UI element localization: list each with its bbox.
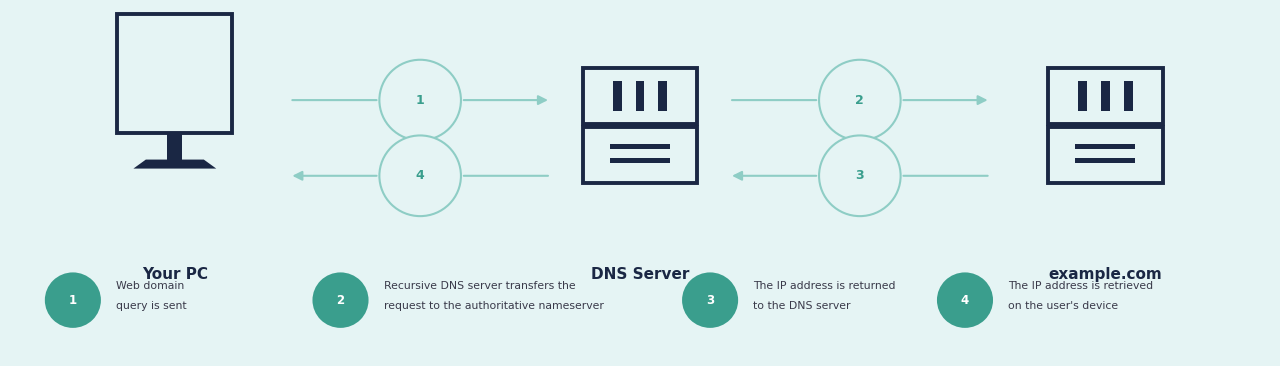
Text: query is sent: query is sent xyxy=(116,301,187,311)
Text: Your PC: Your PC xyxy=(142,268,207,283)
FancyBboxPatch shape xyxy=(636,81,644,111)
Text: 4: 4 xyxy=(416,169,425,182)
Text: request to the authoritative nameserver: request to the authoritative nameserver xyxy=(384,301,604,311)
Ellipse shape xyxy=(379,60,461,141)
Text: to the DNS server: to the DNS server xyxy=(754,301,851,311)
Ellipse shape xyxy=(937,272,993,328)
FancyBboxPatch shape xyxy=(1078,81,1087,111)
FancyBboxPatch shape xyxy=(1048,68,1162,124)
FancyBboxPatch shape xyxy=(1075,158,1135,164)
Text: 2: 2 xyxy=(855,94,864,107)
Text: 1: 1 xyxy=(416,94,425,107)
Ellipse shape xyxy=(45,272,101,328)
FancyBboxPatch shape xyxy=(118,14,232,132)
Text: example.com: example.com xyxy=(1048,268,1162,283)
FancyBboxPatch shape xyxy=(1075,145,1135,149)
FancyBboxPatch shape xyxy=(582,68,698,124)
FancyBboxPatch shape xyxy=(611,158,669,164)
FancyBboxPatch shape xyxy=(582,127,698,183)
Text: on the user's device: on the user's device xyxy=(1009,301,1119,311)
FancyBboxPatch shape xyxy=(1124,81,1133,111)
Text: 1: 1 xyxy=(69,294,77,307)
Ellipse shape xyxy=(819,135,901,216)
Ellipse shape xyxy=(819,60,901,141)
Text: The IP address is returned: The IP address is returned xyxy=(754,281,896,291)
FancyBboxPatch shape xyxy=(658,81,667,111)
Ellipse shape xyxy=(312,272,369,328)
FancyBboxPatch shape xyxy=(168,132,183,160)
Text: The IP address is retrieved: The IP address is retrieved xyxy=(1009,281,1153,291)
Text: 3: 3 xyxy=(855,169,864,182)
Text: DNS Server: DNS Server xyxy=(591,268,689,283)
Text: 4: 4 xyxy=(961,294,969,307)
Text: Web domain: Web domain xyxy=(116,281,184,291)
FancyBboxPatch shape xyxy=(613,81,622,111)
Text: 2: 2 xyxy=(337,294,344,307)
Ellipse shape xyxy=(379,135,461,216)
Polygon shape xyxy=(133,160,216,169)
FancyBboxPatch shape xyxy=(1048,127,1162,183)
FancyBboxPatch shape xyxy=(1101,81,1110,111)
Text: Recursive DNS server transfers the: Recursive DNS server transfers the xyxy=(384,281,576,291)
Ellipse shape xyxy=(682,272,739,328)
FancyBboxPatch shape xyxy=(611,145,669,149)
Text: 3: 3 xyxy=(707,294,714,307)
